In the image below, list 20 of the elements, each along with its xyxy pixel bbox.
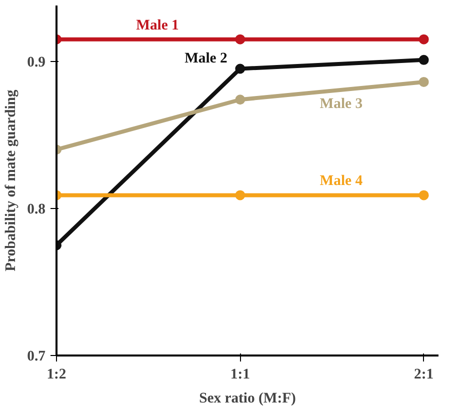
point (235, 190, 246, 200)
x-tick-label: 2:1 (414, 366, 434, 382)
point (235, 64, 246, 74)
point (418, 54, 429, 65)
point (418, 34, 429, 44)
series-label: Male 3 (320, 96, 363, 112)
y-tick-label: 0.8 (27, 201, 46, 218)
point (235, 34, 246, 44)
series-label: Male 2 (184, 50, 228, 67)
series-label: Male 4 (320, 173, 364, 190)
y-axis-title: Probability of mate guarding (3, 88, 20, 272)
y-tick-label: 0.7 (27, 348, 46, 364)
series-label: Male 1 (136, 17, 179, 34)
point (418, 190, 429, 200)
x-tick-label: 1:2 (46, 366, 66, 382)
point (418, 76, 429, 87)
x-axis-title: Sex ratio (M:F) (199, 390, 296, 406)
y-tick-label: 0.9 (27, 54, 46, 70)
x-tick-label: 1:1 (230, 366, 250, 382)
point (235, 94, 246, 105)
